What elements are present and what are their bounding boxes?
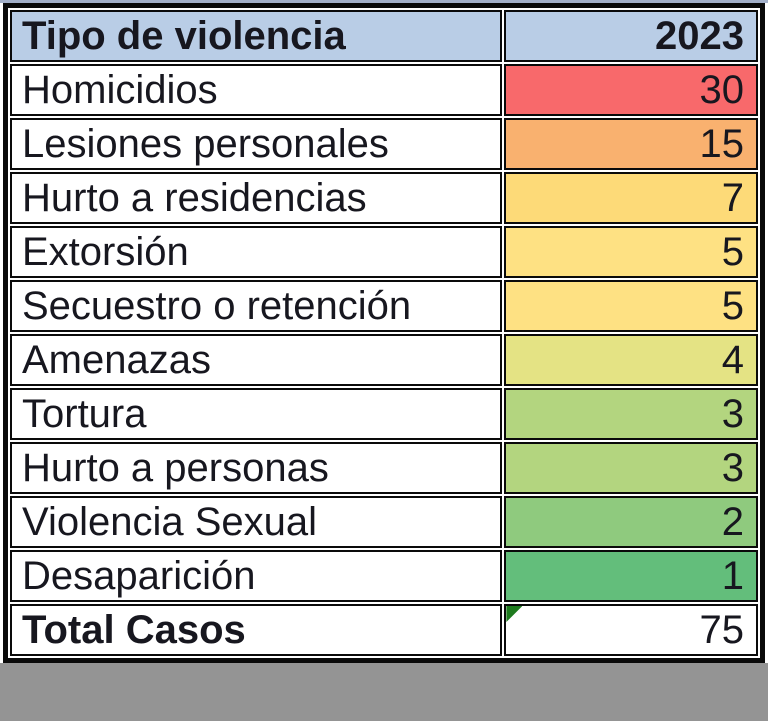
- row-value-cell[interactable]: 2: [504, 496, 758, 548]
- table-row: Homicidios 30: [10, 64, 758, 116]
- header-year-cell[interactable]: 2023: [504, 10, 758, 62]
- table-row: Violencia Sexual 2: [10, 496, 758, 548]
- header-type-cell[interactable]: Tipo de violencia: [10, 10, 503, 62]
- table-row: Extorsión 5: [10, 226, 758, 278]
- row-value-cell[interactable]: 30: [504, 64, 758, 116]
- row-label-cell[interactable]: Secuestro o retención: [10, 280, 503, 332]
- row-value-cell[interactable]: 3: [504, 442, 758, 494]
- header-row: Tipo de violencia 2023: [10, 10, 758, 62]
- top-edge-strip: [0, 0, 768, 3]
- bottom-edge-strip: [0, 663, 768, 721]
- total-row: Total Casos 75: [10, 604, 758, 656]
- table-frame: Tipo de violencia 2023 Homicidios 30 Les…: [3, 3, 765, 663]
- table-row: Tortura 3: [10, 388, 758, 440]
- total-value: 75: [699, 607, 745, 652]
- row-value-cell[interactable]: 1: [504, 550, 758, 602]
- error-indicator-icon: [506, 606, 523, 622]
- row-label-cell[interactable]: Violencia Sexual: [10, 496, 503, 548]
- row-label-cell[interactable]: Homicidios: [10, 64, 503, 116]
- row-label-cell[interactable]: Extorsión: [10, 226, 503, 278]
- row-label-cell[interactable]: Lesiones personales: [10, 118, 503, 170]
- table-row: Lesiones personales 15: [10, 118, 758, 170]
- row-value-cell[interactable]: 3: [504, 388, 758, 440]
- row-value-cell[interactable]: 15: [504, 118, 758, 170]
- row-label-cell[interactable]: Tortura: [10, 388, 503, 440]
- row-label-cell[interactable]: Hurto a personas: [10, 442, 503, 494]
- row-label-cell[interactable]: Amenazas: [10, 334, 503, 386]
- table-row: Amenazas 4: [10, 334, 758, 386]
- violence-table: Tipo de violencia 2023 Homicidios 30 Les…: [8, 8, 760, 658]
- row-value-cell[interactable]: 5: [504, 226, 758, 278]
- row-value-cell[interactable]: 7: [504, 172, 758, 224]
- table-row: Secuestro o retención 5: [10, 280, 758, 332]
- table-row: Hurto a personas 3: [10, 442, 758, 494]
- row-value-cell[interactable]: 4: [504, 334, 758, 386]
- row-value-cell[interactable]: 5: [504, 280, 758, 332]
- row-label-cell[interactable]: Hurto a residencias: [10, 172, 503, 224]
- total-label-cell[interactable]: Total Casos: [10, 604, 503, 656]
- table-row: Desaparición 1: [10, 550, 758, 602]
- row-label-cell[interactable]: Desaparición: [10, 550, 503, 602]
- table-row: Hurto a residencias 7: [10, 172, 758, 224]
- total-value-cell[interactable]: 75: [504, 604, 758, 656]
